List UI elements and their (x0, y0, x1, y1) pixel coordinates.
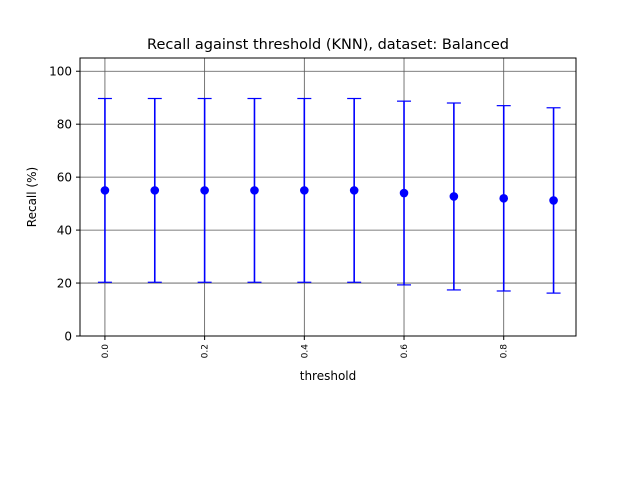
data-point (349, 186, 359, 195)
x-tick-label: 0.2 (201, 344, 211, 358)
data-point (499, 194, 509, 203)
y-tick-label: 80 (57, 118, 72, 132)
data-point (449, 192, 459, 201)
data-point (399, 188, 409, 198)
y-tick-label: 40 (57, 224, 72, 238)
grid-lines (80, 58, 576, 337)
x-axis-label: threshold (300, 369, 357, 383)
y-tick-label: 20 (57, 277, 72, 291)
data-point (549, 196, 558, 205)
x-tick-label: 0.4 (300, 344, 310, 359)
data-marks (97, 97, 561, 294)
x-tick-label: 0.0 (101, 344, 111, 359)
data-point (100, 186, 110, 195)
data-point (300, 186, 309, 195)
data-point (150, 186, 160, 195)
plot-area-frame (79, 57, 577, 337)
y-tick-label: 0 (64, 330, 72, 344)
y-tick-label: 100 (49, 65, 72, 79)
chart-title: Recall against threshold (KNN), dataset:… (147, 37, 509, 53)
x-tick-label: 0.8 (500, 344, 510, 359)
data-point (200, 186, 209, 195)
y-tick-label: 60 (57, 171, 72, 185)
data-point (250, 186, 259, 195)
y-axis-label: Recall (%) (25, 167, 39, 227)
x-tick-label: 0.6 (400, 344, 410, 359)
axis-ticks: 0 20 40 60 80 100 0.0 0.2 0.4 0.6 0.8 (49, 65, 510, 359)
